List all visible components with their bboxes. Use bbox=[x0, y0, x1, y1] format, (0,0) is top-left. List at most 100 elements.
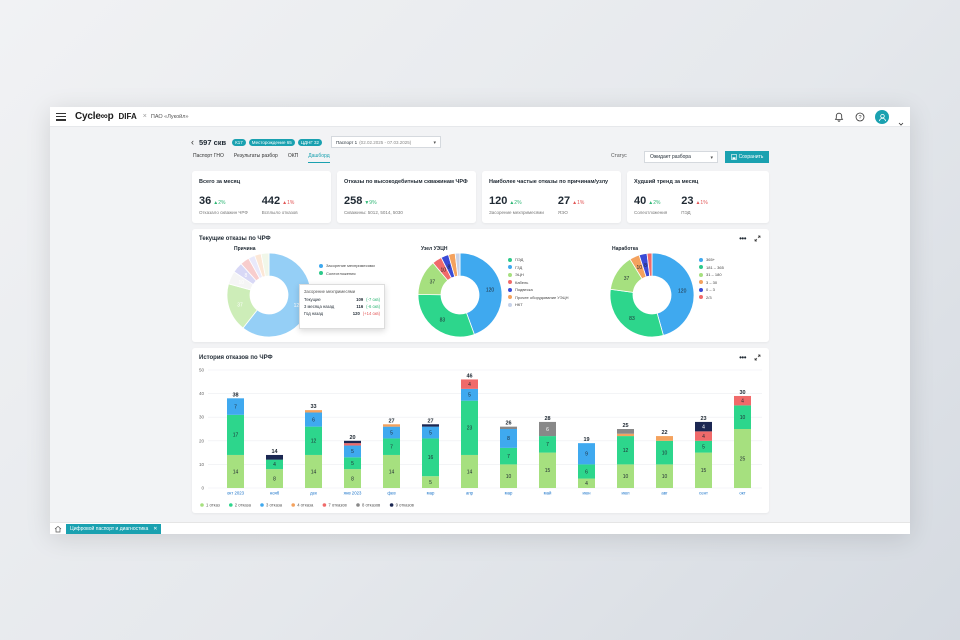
bar-segment[interactable] bbox=[266, 469, 283, 488]
bar-segment[interactable] bbox=[344, 445, 361, 458]
donut-slice[interactable] bbox=[242, 252, 312, 338]
bar-segment[interactable] bbox=[695, 431, 712, 441]
expand-icon[interactable] bbox=[754, 235, 761, 242]
x-tick-label[interactable]: мар bbox=[505, 491, 513, 496]
donut-slice[interactable] bbox=[260, 252, 270, 277]
bar-segment[interactable] bbox=[539, 452, 556, 488]
bell-icon[interactable] bbox=[833, 111, 845, 123]
donut-slice[interactable] bbox=[459, 252, 503, 335]
bar-segment[interactable] bbox=[344, 469, 361, 488]
x-tick-label[interactable]: июл bbox=[621, 491, 630, 496]
x-tick-label[interactable]: июн bbox=[583, 491, 592, 496]
more-icon[interactable]: ••• bbox=[739, 352, 746, 362]
bar-segment[interactable] bbox=[344, 457, 361, 470]
bar-segment[interactable] bbox=[227, 398, 244, 415]
help-icon[interactable]: ? bbox=[854, 111, 866, 123]
save-button[interactable]: Сохранить bbox=[725, 151, 769, 163]
tab-dashboard[interactable]: Дашборд bbox=[308, 153, 330, 163]
bar-segment[interactable] bbox=[695, 421, 712, 432]
slice-label: 120 bbox=[678, 289, 687, 295]
bar-segment[interactable] bbox=[227, 414, 244, 455]
tab-passport[interactable]: Паспорт ГНО bbox=[193, 153, 224, 159]
bar-segment[interactable] bbox=[305, 412, 322, 427]
x-tick-label[interactable]: окт 2023 bbox=[227, 491, 245, 496]
bar-segment[interactable] bbox=[383, 454, 400, 488]
donut-slice[interactable] bbox=[454, 252, 461, 277]
donut-slice[interactable] bbox=[651, 252, 695, 336]
x-tick-label[interactable]: сент bbox=[699, 491, 708, 496]
bar-segment[interactable] bbox=[539, 436, 556, 453]
kpi-delta: ▲1% bbox=[695, 200, 708, 206]
bar-segment[interactable] bbox=[461, 400, 478, 455]
logo[interactable]: Cycle∞p bbox=[75, 111, 114, 122]
bar-segment[interactable] bbox=[227, 454, 244, 488]
x-tick-label[interactable]: апр bbox=[466, 491, 474, 496]
bar-segment[interactable] bbox=[383, 424, 400, 427]
bar-segment[interactable] bbox=[344, 440, 361, 444]
bar-segment[interactable] bbox=[500, 464, 517, 488]
bar-segment[interactable] bbox=[656, 440, 673, 465]
bar-segment[interactable] bbox=[305, 410, 322, 413]
close-icon[interactable]: ✕ bbox=[153, 525, 158, 532]
bar-value-label: 10 bbox=[740, 415, 746, 421]
tag-chip: Месторождение 65 bbox=[248, 138, 295, 146]
donut-title: Наработка bbox=[612, 246, 638, 252]
bar-segment[interactable] bbox=[500, 426, 517, 429]
x-tick-label[interactable]: мар bbox=[427, 491, 435, 496]
bar-segment[interactable] bbox=[578, 443, 595, 465]
chevron-down-icon[interactable] bbox=[898, 114, 904, 126]
bar-segment[interactable] bbox=[695, 452, 712, 488]
back-icon[interactable]: ‹ bbox=[191, 137, 194, 147]
x-tick-label[interactable]: янв 2023 bbox=[344, 491, 362, 496]
passport-select[interactable]: Паспорт 1 (02.02.2025 - 07.03.2025) ▾ bbox=[331, 136, 442, 148]
bar-segment[interactable] bbox=[617, 464, 634, 488]
bar-segment[interactable] bbox=[617, 429, 634, 434]
menu-icon[interactable] bbox=[56, 112, 66, 121]
bar-segment[interactable] bbox=[539, 421, 556, 437]
bar-segment[interactable] bbox=[344, 443, 361, 446]
bar-segment[interactable] bbox=[266, 459, 283, 470]
bar-segment[interactable] bbox=[422, 424, 439, 427]
x-tick-label[interactable]: дек bbox=[310, 491, 317, 496]
bar-segment[interactable] bbox=[578, 464, 595, 479]
x-tick-label[interactable]: авг bbox=[661, 491, 668, 496]
user-avatar-icon[interactable] bbox=[875, 110, 889, 124]
tab-results[interactable]: Результаты разбор bbox=[233, 153, 278, 159]
bar-segment[interactable] bbox=[461, 379, 478, 389]
home-icon[interactable] bbox=[53, 524, 63, 534]
bar-segment[interactable] bbox=[500, 429, 517, 448]
bar-segment[interactable] bbox=[305, 426, 322, 455]
legend-runtime: 365+ 181 – 365 31 – 180 3 – 30 0 – 3 2/3 bbox=[699, 256, 724, 301]
bar-segment[interactable] bbox=[383, 426, 400, 439]
bar-segment[interactable] bbox=[734, 405, 751, 429]
bar-segment[interactable] bbox=[422, 426, 439, 439]
bar-segment[interactable] bbox=[617, 433, 634, 437]
bar-segment[interactable] bbox=[305, 454, 322, 488]
x-tick-label[interactable]: фев bbox=[387, 491, 396, 496]
bar-segment[interactable] bbox=[461, 454, 478, 488]
x-tick-label[interactable]: нояб bbox=[270, 491, 280, 496]
bar-segment[interactable] bbox=[422, 438, 439, 477]
more-icon[interactable]: ••• bbox=[739, 233, 746, 243]
x-tick-label[interactable]: окт bbox=[739, 491, 745, 496]
bar-segment[interactable] bbox=[734, 429, 751, 488]
bar-segment[interactable] bbox=[656, 436, 673, 441]
bar-segment[interactable] bbox=[656, 464, 673, 488]
bar-segment[interactable] bbox=[461, 388, 478, 401]
donut-slice[interactable] bbox=[417, 294, 475, 338]
bar-segment[interactable] bbox=[578, 478, 595, 488]
app-tab[interactable]: Цифровой паспорт и диагностика ✕ bbox=[66, 523, 162, 534]
donut-slice[interactable] bbox=[646, 252, 653, 277]
bar-segment[interactable] bbox=[500, 447, 517, 465]
bar-segment[interactable] bbox=[383, 438, 400, 455]
bar-segment[interactable] bbox=[695, 440, 712, 453]
status-select[interactable]: Ожидает разбора ▾ bbox=[644, 151, 718, 163]
bar-segment[interactable] bbox=[266, 454, 283, 460]
bar-segment[interactable] bbox=[422, 476, 439, 488]
tab-okp[interactable]: ОКП bbox=[287, 153, 299, 159]
bar-segment[interactable] bbox=[617, 436, 634, 465]
bar-segment[interactable] bbox=[734, 395, 751, 406]
donut-slice[interactable] bbox=[609, 288, 664, 338]
expand-icon[interactable] bbox=[754, 354, 761, 361]
x-tick-label[interactable]: май bbox=[544, 491, 552, 496]
